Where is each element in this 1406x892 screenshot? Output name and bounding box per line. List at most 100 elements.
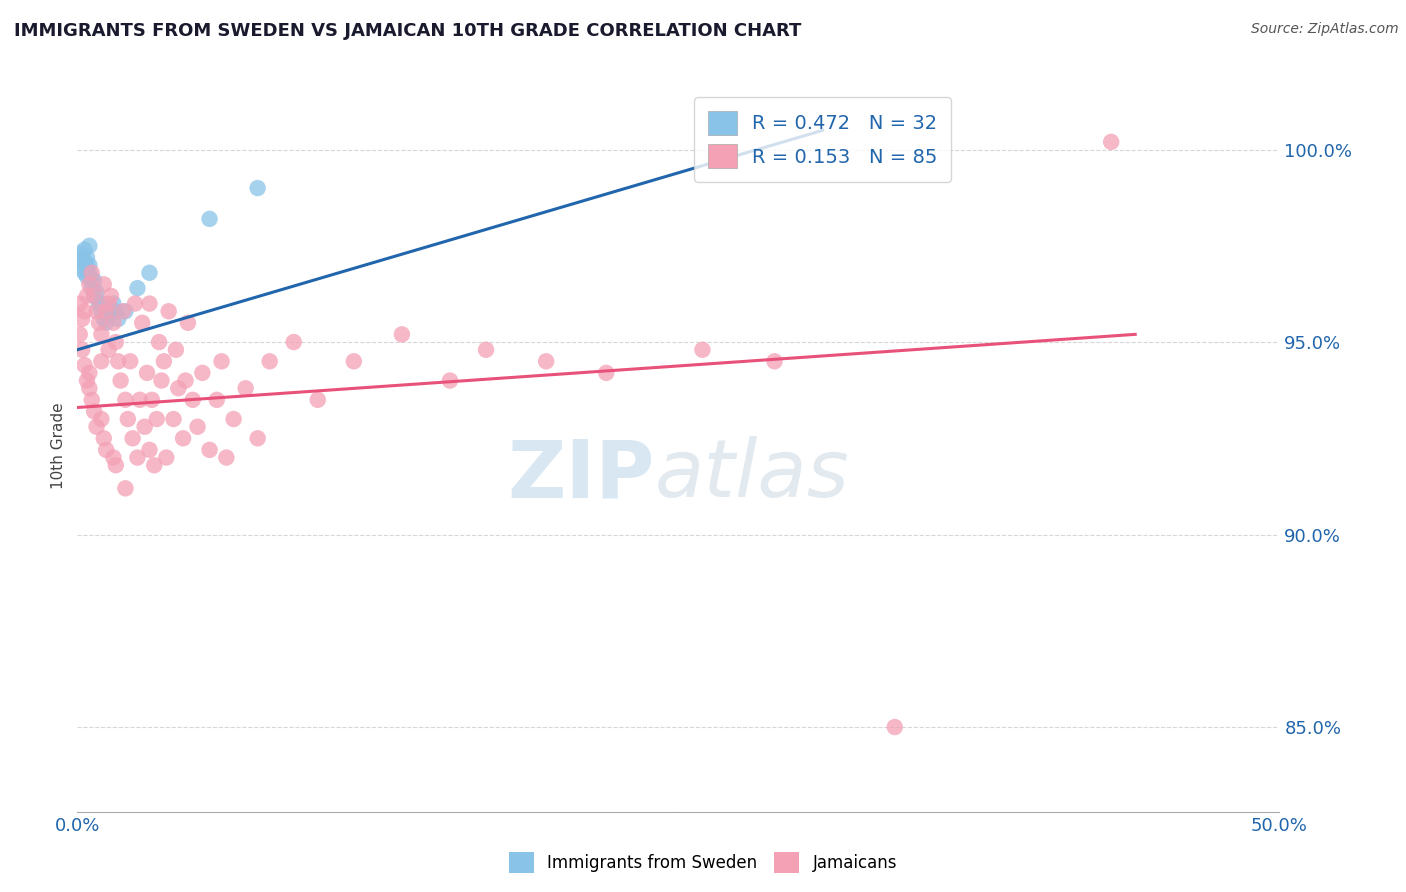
Point: [692, 343, 714, 357]
Text: IMMIGRANTS FROM SWEDEN VS JAMAICAN 10TH GRADE CORRELATION CHART: IMMIGRANTS FROM SWEDEN VS JAMAICAN 10TH …: [14, 22, 801, 40]
Point: [90, 354, 112, 368]
Point: [205, 392, 228, 407]
Point: [87, 316, 110, 330]
Point: [186, 419, 209, 434]
Point: [391, 327, 413, 342]
Point: [107, 312, 129, 326]
Point: [141, 392, 163, 407]
Point: [246, 431, 269, 445]
Point: [90, 327, 112, 342]
Point: [162, 412, 184, 426]
Point: [93, 277, 115, 292]
Point: [136, 366, 159, 380]
Point: [114, 304, 136, 318]
Point: [198, 211, 221, 226]
Point: [83, 289, 105, 303]
Point: [80, 266, 103, 280]
Point: [124, 296, 146, 310]
Point: [148, 334, 170, 349]
Point: [165, 343, 187, 357]
Point: [96, 442, 118, 457]
Point: [155, 450, 177, 465]
Point: [177, 316, 200, 330]
Point: [145, 412, 167, 426]
Point: [134, 419, 156, 434]
Point: [172, 431, 194, 445]
Point: [307, 392, 329, 407]
Point: [150, 374, 173, 388]
Point: [167, 381, 190, 395]
Point: [117, 412, 139, 426]
Text: ZIP: ZIP: [508, 436, 654, 515]
Point: [73, 358, 96, 372]
Point: [107, 354, 129, 368]
Point: [97, 343, 120, 357]
Point: [211, 354, 233, 368]
Point: [73, 254, 96, 268]
Point: [120, 354, 142, 368]
Point: [111, 304, 134, 318]
Point: [79, 258, 101, 272]
Point: [69, 327, 91, 342]
Point: [475, 343, 498, 357]
Point: [100, 289, 122, 303]
Point: [127, 281, 149, 295]
Point: [143, 458, 166, 473]
Point: [97, 296, 120, 310]
Point: [181, 392, 204, 407]
Point: [198, 442, 221, 457]
Point: [110, 374, 132, 388]
Point: [883, 720, 905, 734]
Point: [69, 254, 91, 268]
Text: atlas: atlas: [654, 436, 849, 515]
Point: [86, 304, 108, 318]
Point: [138, 266, 160, 280]
Point: [86, 285, 108, 299]
Point: [104, 304, 127, 318]
Point: [157, 304, 180, 318]
Point: [70, 312, 93, 326]
Point: [83, 289, 105, 303]
Point: [87, 296, 110, 310]
Point: [595, 366, 617, 380]
Point: [90, 412, 112, 426]
Legend: R = 0.472   N = 32, R = 0.153   N = 85: R = 0.472 N = 32, R = 0.153 N = 85: [695, 97, 952, 182]
Point: [283, 334, 305, 349]
Point: [79, 266, 101, 280]
Point: [153, 354, 176, 368]
Point: [70, 343, 93, 357]
Point: [76, 258, 98, 272]
Point: [763, 354, 786, 368]
Point: [70, 251, 93, 265]
Point: [121, 431, 143, 445]
Point: [128, 392, 150, 407]
Point: [80, 281, 103, 295]
Point: [103, 316, 125, 330]
Point: [69, 296, 91, 310]
Point: [103, 450, 125, 465]
Point: [73, 243, 96, 257]
Point: [174, 374, 197, 388]
Point: [79, 277, 101, 292]
Point: [534, 354, 557, 368]
Point: [114, 481, 136, 495]
Point: [70, 261, 93, 276]
Point: [76, 289, 98, 303]
Point: [103, 296, 125, 310]
Y-axis label: 10th Grade: 10th Grade: [51, 402, 66, 490]
Point: [76, 374, 98, 388]
Point: [127, 450, 149, 465]
Point: [86, 419, 108, 434]
Point: [79, 239, 101, 253]
Point: [79, 381, 101, 395]
Point: [76, 251, 98, 265]
Point: [131, 316, 153, 330]
Point: [69, 246, 91, 260]
Point: [439, 374, 461, 388]
Point: [80, 273, 103, 287]
Point: [96, 316, 118, 330]
Legend: Immigrants from Sweden, Jamaicans: Immigrants from Sweden, Jamaicans: [502, 846, 904, 880]
Text: Source: ZipAtlas.com: Source: ZipAtlas.com: [1251, 22, 1399, 37]
Point: [93, 431, 115, 445]
Point: [93, 312, 115, 326]
